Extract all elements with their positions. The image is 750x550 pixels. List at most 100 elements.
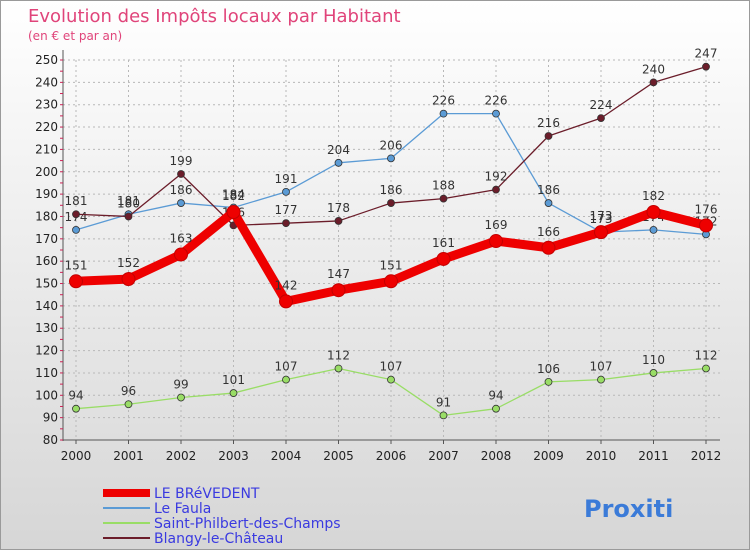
data-point-le-brevedent bbox=[279, 294, 293, 309]
data-point-blangy-le-chateau bbox=[124, 212, 133, 221]
legend: LE BRéVEDENT Le Faula Saint-Philbert-des… bbox=[103, 486, 341, 547]
data-label-saint-philbert-des-champs: 110 bbox=[642, 353, 665, 367]
data-point-blangy-le-chateau bbox=[544, 132, 553, 140]
data-point-le-brevedent bbox=[436, 251, 451, 266]
data-point-le-brevedent bbox=[384, 274, 398, 289]
data-point-saint-philbert-des-champs bbox=[334, 364, 343, 373]
data-label-saint-philbert-des-champs: 96 bbox=[121, 384, 136, 398]
data-point-saint-philbert-des-champs bbox=[124, 400, 133, 409]
y-tick-label: 120 bbox=[35, 344, 58, 358]
data-point-saint-philbert-des-champs bbox=[544, 377, 553, 386]
data-label-saint-philbert-des-champs: 112 bbox=[327, 348, 350, 362]
data-label-le-faula: 173 bbox=[590, 212, 613, 226]
data-point-le-faula bbox=[334, 158, 343, 167]
data-point-blangy-le-chateau bbox=[702, 62, 710, 71]
y-tick-label: 250 bbox=[35, 53, 58, 67]
y-tick-label: 160 bbox=[35, 254, 58, 268]
x-tick-label: 2003 bbox=[218, 449, 249, 463]
data-label-le-brevedent: 182 bbox=[222, 189, 245, 203]
legend-label-blangy: Blangy-le-Château bbox=[154, 531, 283, 547]
data-point-blangy-le-chateau bbox=[439, 194, 448, 203]
data-label-saint-philbert-des-champs: 106 bbox=[537, 362, 560, 376]
y-tick-label: 180 bbox=[35, 209, 58, 223]
data-label-le-faula: 226 bbox=[485, 94, 508, 108]
data-label-blangy-le-chateau: 186 bbox=[380, 183, 403, 197]
series-saint-philbert-des-champs: 94 96 99 101 107 112 107 91 94 106 107 110 112 bbox=[68, 348, 718, 420]
y-tick-label: 230 bbox=[35, 98, 58, 112]
x-tick-label: 2006 bbox=[376, 449, 407, 463]
data-label-saint-philbert-des-champs: 94 bbox=[488, 389, 503, 403]
y-tick-label: 220 bbox=[35, 120, 58, 134]
data-label-le-faula: 181 bbox=[117, 194, 140, 208]
data-label-blangy-le-chateau: 192 bbox=[485, 170, 508, 184]
data-point-saint-philbert-des-champs bbox=[229, 389, 238, 397]
data-point-le-brevedent bbox=[594, 225, 608, 240]
data-point-le-faula bbox=[649, 225, 658, 234]
data-point-saint-philbert-des-champs bbox=[597, 375, 605, 384]
data-label-blangy-le-chateau: 188 bbox=[432, 179, 455, 193]
data-label-saint-philbert-des-champs: 112 bbox=[695, 348, 718, 362]
y-tick-label: 130 bbox=[35, 321, 58, 335]
data-label-saint-philbert-des-champs: 107 bbox=[275, 360, 298, 374]
series-le-brevedent: 151 152 163 182 142 147 151 161 169 166 173 182 176 bbox=[65, 189, 718, 309]
data-point-le-faula bbox=[72, 225, 80, 234]
data-point-le-brevedent bbox=[646, 205, 661, 219]
data-point-blangy-le-chateau bbox=[177, 170, 185, 178]
x-tick-label: 2008 bbox=[481, 449, 512, 463]
data-label-blangy-le-chateau: 240 bbox=[642, 62, 665, 76]
data-label-le-faula: 206 bbox=[380, 138, 403, 152]
data-point-le-faula bbox=[387, 154, 395, 163]
x-tick-label: 2010 bbox=[586, 449, 617, 463]
x-tick-label: 2000 bbox=[61, 449, 92, 463]
y-tick-label: 110 bbox=[35, 366, 58, 380]
data-point-blangy-le-chateau bbox=[72, 210, 80, 219]
x-tick-label: 2009 bbox=[533, 449, 564, 463]
x-tick-label: 2005 bbox=[323, 449, 354, 463]
data-label-le-brevedent: 163 bbox=[170, 231, 193, 245]
y-tick-label: 140 bbox=[35, 299, 58, 313]
y-tick-label: 80 bbox=[43, 433, 58, 447]
legend-label-le-faula: Le Faula bbox=[154, 501, 211, 517]
x-tick-label: 2002 bbox=[166, 449, 197, 463]
data-label-le-brevedent: 166 bbox=[537, 225, 560, 239]
y-tick-label: 90 bbox=[43, 411, 58, 425]
proxiti-logo-text: Proxiti bbox=[584, 495, 673, 523]
data-point-blangy-le-chateau bbox=[597, 114, 605, 123]
data-label-le-brevedent: 173 bbox=[590, 209, 613, 223]
data-point-saint-philbert-des-champs bbox=[649, 369, 658, 377]
x-tick-label: 2011 bbox=[638, 449, 669, 463]
data-label-saint-philbert-des-champs: 107 bbox=[380, 360, 403, 374]
data-label-le-brevedent: 142 bbox=[275, 278, 298, 292]
data-point-saint-philbert-des-champs bbox=[387, 375, 395, 384]
data-point-le-brevedent bbox=[699, 218, 713, 233]
data-label-le-faula: 204 bbox=[327, 143, 350, 157]
data-label-saint-philbert-des-champs: 107 bbox=[590, 360, 613, 374]
legend-label-le-brevedent: LE BRéVEDENT bbox=[154, 486, 260, 502]
data-label-le-brevedent: 161 bbox=[432, 236, 455, 250]
data-point-saint-philbert-des-champs bbox=[702, 364, 710, 373]
data-point-blangy-le-chateau bbox=[387, 199, 395, 207]
data-point-saint-philbert-des-champs bbox=[177, 393, 185, 402]
y-tick-label: 150 bbox=[35, 277, 58, 291]
data-point-saint-philbert-des-champs bbox=[72, 404, 80, 413]
data-point-blangy-le-chateau bbox=[282, 219, 290, 228]
data-label-blangy-le-chateau: 199 bbox=[170, 154, 193, 168]
x-tick-label: 2007 bbox=[428, 449, 459, 463]
data-label-saint-philbert-des-champs: 99 bbox=[173, 378, 188, 392]
data-label-saint-philbert-des-champs: 101 bbox=[222, 373, 245, 387]
data-label-le-faula: 186 bbox=[170, 183, 193, 197]
x-tick-label: 2004 bbox=[271, 449, 302, 463]
data-point-le-faula bbox=[544, 199, 553, 207]
data-label-le-brevedent: 169 bbox=[485, 218, 508, 232]
data-label-le-brevedent: 151 bbox=[380, 258, 403, 272]
chart-subtitle: (en € et par an) bbox=[28, 29, 122, 43]
y-tick-label: 200 bbox=[35, 165, 58, 179]
data-point-blangy-le-chateau bbox=[492, 185, 500, 194]
proxiti-logo: Proxiti bbox=[584, 495, 673, 523]
data-label-saint-philbert-des-champs: 94 bbox=[68, 389, 83, 403]
data-label-le-brevedent: 176 bbox=[695, 202, 718, 216]
data-label-le-brevedent: 152 bbox=[117, 256, 140, 270]
chart-title: Evolution des Impôts locaux par Habitant bbox=[28, 6, 401, 27]
data-label-le-faula: 184 bbox=[222, 188, 245, 202]
